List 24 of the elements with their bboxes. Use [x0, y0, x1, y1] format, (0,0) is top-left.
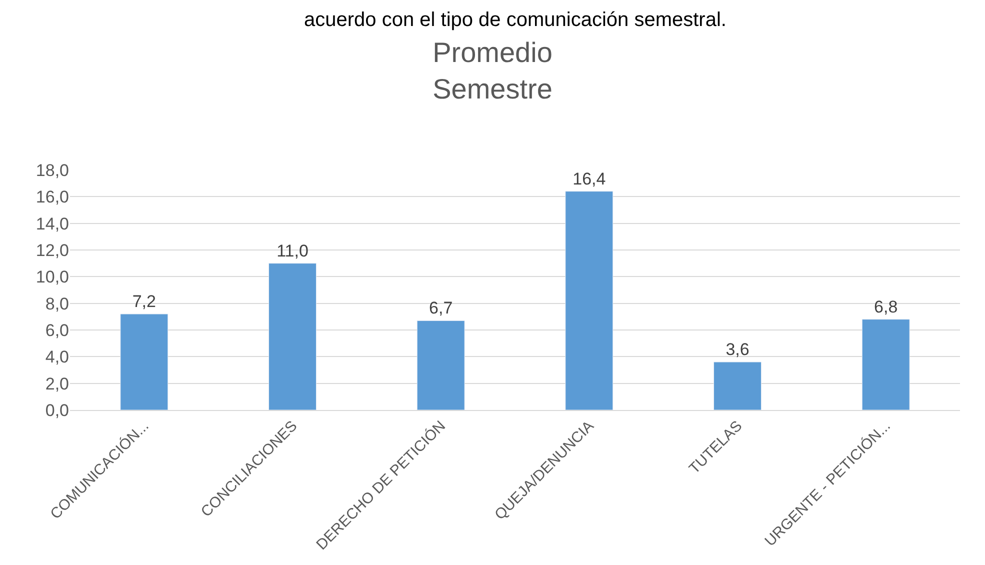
data-label: 7,2	[132, 292, 156, 311]
bar	[565, 191, 614, 410]
y-tick-label: 16,0	[36, 188, 69, 207]
y-tick-label: 4,0	[45, 348, 69, 367]
data-label: 11,0	[276, 241, 308, 260]
bar	[120, 314, 168, 410]
y-tick-label: 10,0	[36, 268, 69, 287]
y-tick-label: 14,0	[36, 214, 69, 234]
y-tick-label: 12,0	[36, 240, 69, 260]
bar	[268, 263, 316, 410]
y-tick-label: 6,0	[45, 320, 69, 340]
bar	[416, 320, 465, 410]
text: acuerdo con el tipo de comunicación semestral.	[304, 9, 726, 31]
chart-title: Promedio Semestre	[432, 37, 552, 105]
data-label: 6,8	[874, 297, 898, 316]
data-label: 3,6	[726, 340, 750, 359]
data-label: 6,7	[429, 298, 453, 318]
bar	[862, 319, 910, 410]
y-tick-label: 0,0	[45, 400, 69, 420]
y-tick-label: 18,0	[36, 160, 69, 180]
bar	[714, 362, 762, 410]
y-tick-label: 8,0	[45, 294, 69, 314]
y-tick-label: 2,0	[45, 374, 69, 394]
data-label: 16,4	[572, 169, 606, 188]
